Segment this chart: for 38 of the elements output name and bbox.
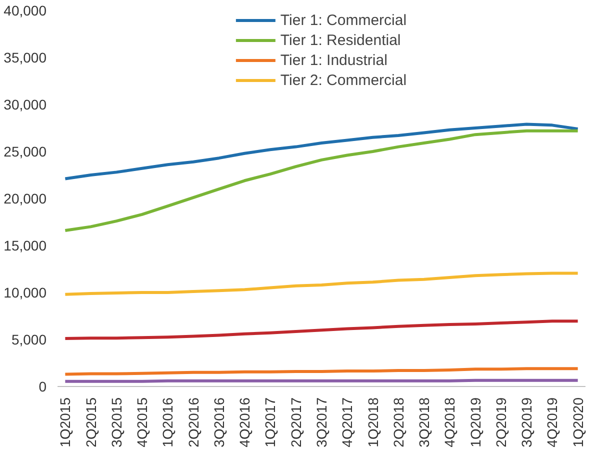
x-tick-label: 1Q2015 bbox=[57, 397, 74, 448]
x-tick-label: 4Q2019 bbox=[544, 397, 560, 448]
x-tick-label: 2Q2016 bbox=[185, 397, 202, 448]
y-tick-label: 30,000 bbox=[4, 96, 47, 112]
x-tick-label: 3Q2016 bbox=[210, 397, 227, 448]
y-tick-label: 0 bbox=[38, 378, 47, 394]
x-tick-label: 2Q2018 bbox=[390, 397, 406, 448]
y-tick-label: 20,000 bbox=[4, 190, 47, 206]
y-tick-label: 35,000 bbox=[4, 50, 47, 66]
x-tick-label: 3Q2018 bbox=[416, 397, 432, 448]
x-tick-label: 4Q2016 bbox=[236, 397, 253, 448]
x-tick-label: 2Q2019 bbox=[492, 397, 509, 448]
x-tick-label: 4Q2017 bbox=[339, 397, 356, 448]
y-tick-label: 25,000 bbox=[4, 144, 47, 160]
x-tick-label: 1Q2016 bbox=[160, 397, 176, 448]
x-tick-label: 3Q2015 bbox=[108, 397, 124, 448]
x-tick-label: 1Q2020 bbox=[570, 397, 586, 448]
line-series bbox=[64, 272, 580, 296]
legend-label: Tier 1: Commercial bbox=[280, 12, 407, 28]
x-tick-label: 1Q2018 bbox=[364, 397, 381, 448]
legend-label: Tier 1: Residential bbox=[280, 32, 401, 48]
y-tick-label: 5,000 bbox=[11, 332, 47, 348]
x-tick-label: 3Q2017 bbox=[314, 397, 330, 448]
legend-label: Tier 2: Commercial bbox=[280, 72, 407, 88]
line-series bbox=[64, 122, 580, 180]
x-tick-label: 2Q2015 bbox=[82, 397, 99, 448]
y-tick-label: 15,000 bbox=[4, 238, 47, 254]
x-tick-label: 2Q2017 bbox=[288, 397, 304, 448]
x-tick-label: 4Q2015 bbox=[134, 397, 150, 448]
y-tick-label: 40,000 bbox=[4, 2, 47, 18]
x-tick-label: 1Q2017 bbox=[262, 397, 278, 448]
line-series bbox=[64, 320, 580, 340]
line-series bbox=[64, 129, 580, 232]
x-tick-label: 3Q2019 bbox=[518, 397, 535, 448]
legend-label: Tier 1: Industrial bbox=[280, 52, 388, 68]
x-tick-label: 1Q2019 bbox=[467, 397, 484, 448]
y-tick-label: 10,000 bbox=[4, 284, 47, 300]
x-tick-label: 4Q2018 bbox=[442, 397, 458, 448]
